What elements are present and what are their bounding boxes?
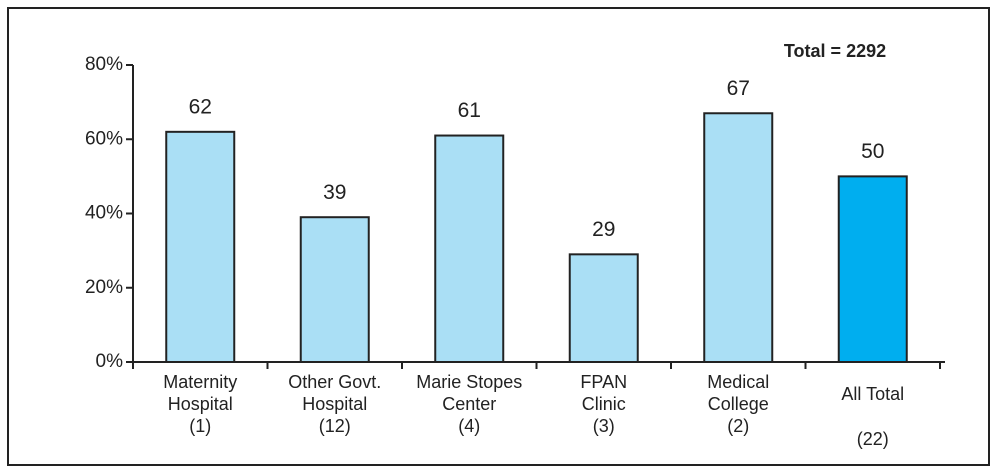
y-tick-label: 0% (96, 351, 124, 372)
x-tick-label: (22) (857, 429, 889, 449)
annotation: Total = 2292 (784, 41, 886, 61)
x-tick-label: Clinic (582, 394, 626, 414)
y-tick-label: 80% (85, 54, 123, 75)
bar (434, 134, 505, 363)
y-tick-label: 40% (85, 203, 123, 224)
value-label: 62 (189, 95, 212, 118)
x-tick-label: (4) (458, 416, 480, 436)
bar (837, 175, 908, 363)
x-tick-label: Maternity (163, 372, 237, 392)
x-tick-label: Hospital (168, 394, 233, 414)
x-tick-label: Hospital (302, 394, 367, 414)
value-label: 67 (727, 77, 750, 100)
y-tick-label: 60% (85, 128, 123, 149)
x-tick-label: All Total (841, 384, 904, 404)
bar (299, 216, 370, 363)
x-tick-label: Medical (707, 372, 769, 392)
bar (165, 130, 236, 363)
x-tick-label: (1) (189, 416, 211, 436)
bar (568, 253, 639, 363)
x-tick-label: Center (442, 394, 496, 414)
value-label: 50 (861, 140, 884, 163)
x-tick-label: Other Govt. (288, 372, 381, 392)
x-tick-label: College (708, 394, 769, 414)
x-tick-label: (12) (319, 416, 351, 436)
x-tick-label: Marie Stopes (416, 372, 522, 392)
x-tick-label: (3) (593, 416, 615, 436)
x-tick-label: FPAN (580, 372, 627, 392)
value-label: 29 (592, 218, 615, 241)
x-tick-label: (2) (727, 416, 749, 436)
bar (703, 112, 774, 363)
value-label: 39 (323, 181, 346, 204)
value-label: 61 (458, 99, 481, 122)
y-tick-label: 20% (85, 277, 123, 298)
